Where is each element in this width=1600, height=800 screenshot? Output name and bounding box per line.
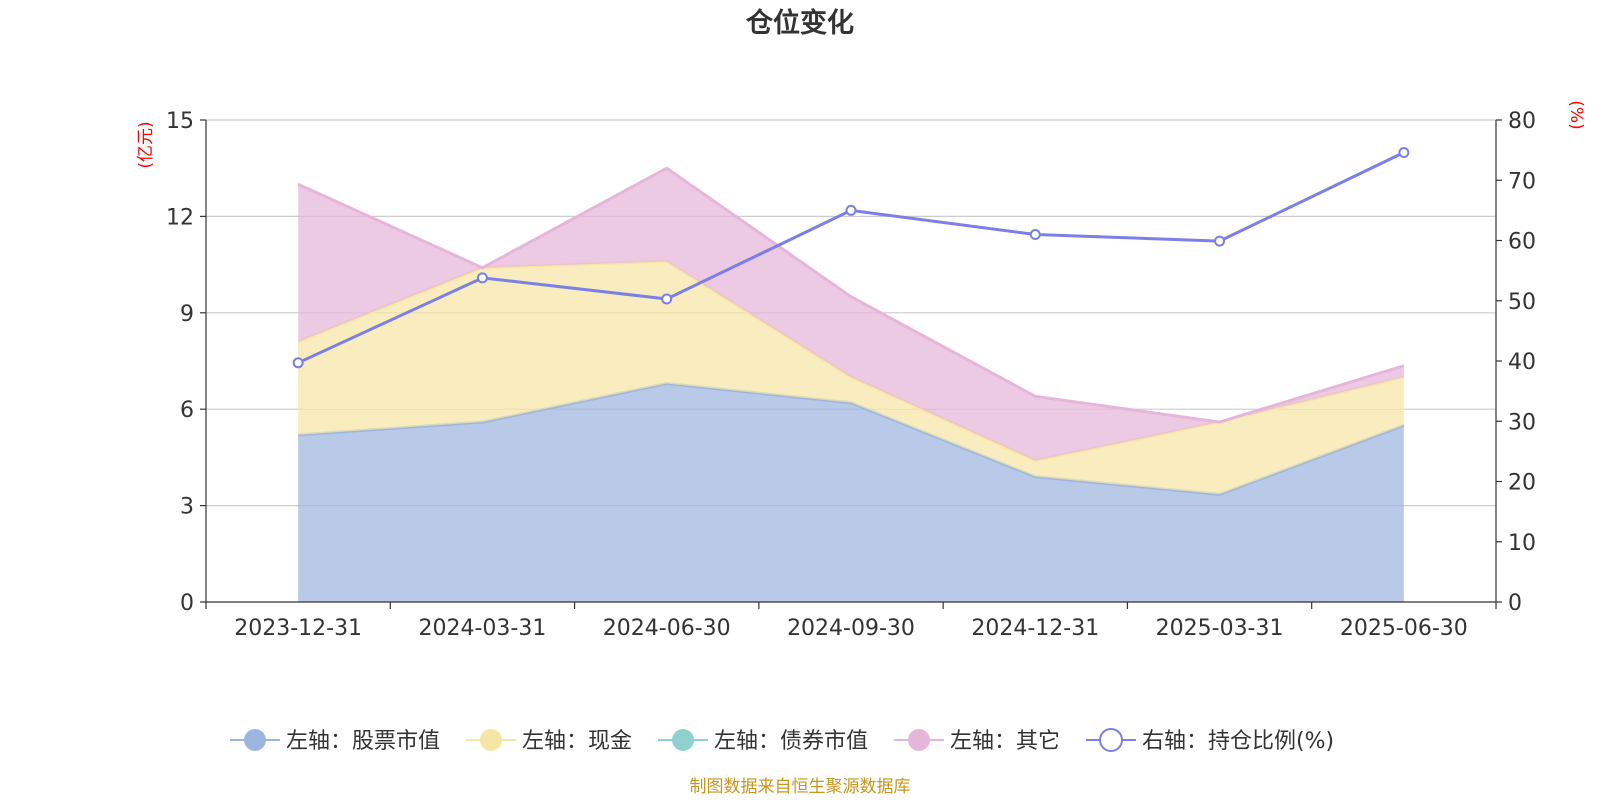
right-axis-tick-label: 20 bbox=[1508, 471, 1536, 496]
legend-marker bbox=[1099, 728, 1123, 752]
x-axis-tick-label: 2024-12-31 bbox=[971, 616, 1099, 641]
legend-label: 右轴：持仓比例(%) bbox=[1142, 729, 1334, 754]
left-axis-tick-label: 12 bbox=[166, 205, 194, 230]
axes bbox=[200, 119, 1502, 609]
right-axis-tick-label: 60 bbox=[1508, 230, 1536, 255]
legend-item[interactable]: 左轴：现金 bbox=[466, 729, 632, 754]
right-axis-tick-label: 50 bbox=[1508, 290, 1536, 315]
x-axis-tick-label: 2023-12-31 bbox=[234, 616, 362, 641]
x-axis-tick-label: 2025-03-31 bbox=[1156, 616, 1284, 641]
legend-label: 左轴：现金 bbox=[522, 729, 632, 754]
left-axis-tick-label: 6 bbox=[180, 398, 194, 423]
left-axis-tick-label: 15 bbox=[166, 109, 194, 134]
x-axis-tick-label: 2024-03-31 bbox=[418, 616, 546, 641]
ratio-point[interactable] bbox=[845, 204, 857, 216]
right-axis-tick-label: 0 bbox=[1508, 591, 1522, 616]
x-axis-tick-label: 2025-06-30 bbox=[1340, 616, 1468, 641]
legend-item[interactable]: 左轴：债券市值 bbox=[658, 729, 868, 754]
left-axis-unit: (亿元) bbox=[136, 121, 156, 168]
legend-item[interactable]: 右轴：持仓比例(%) bbox=[1086, 728, 1334, 754]
area-series bbox=[297, 166, 1405, 602]
legend-item[interactable]: 左轴：股票市值 bbox=[230, 729, 440, 754]
legend-marker bbox=[672, 729, 694, 751]
area-左轴：股票市值 bbox=[298, 383, 1404, 602]
ratio-point[interactable] bbox=[292, 357, 304, 369]
tick-labels: 0 3 6 9 12 15 0 10 20 30 40 50 60 70 80 2023-12-31 2024-… bbox=[166, 109, 1536, 641]
right-axis-tick-label: 70 bbox=[1508, 169, 1536, 194]
ratio-point[interactable] bbox=[1029, 228, 1041, 240]
legend-marker bbox=[244, 729, 266, 751]
left-axis-tick-label: 3 bbox=[180, 495, 194, 520]
right-axis-tick-label: 10 bbox=[1508, 531, 1536, 556]
x-axis-tick-label: 2024-09-30 bbox=[787, 616, 915, 641]
ratio-point[interactable] bbox=[1214, 235, 1226, 247]
data-source-note: 制图数据来自恒生聚源数据库 bbox=[690, 777, 911, 797]
legend-label: 左轴：其它 bbox=[950, 729, 1060, 754]
right-axis-tick-label: 80 bbox=[1508, 109, 1536, 134]
ratio-line-series bbox=[292, 147, 1410, 369]
legend-marker bbox=[480, 729, 502, 751]
x-axis-tick-label: 2024-06-30 bbox=[603, 616, 731, 641]
right-axis-tick-label: 40 bbox=[1508, 350, 1536, 375]
ratio-point[interactable] bbox=[1398, 147, 1410, 159]
legend-marker bbox=[908, 729, 930, 751]
right-axis-unit: (%) bbox=[1566, 100, 1586, 129]
area-edge-左轴：其它 bbox=[297, 166, 1405, 424]
area-左轴：其它 bbox=[298, 168, 1404, 461]
legend-item[interactable]: 左轴：其它 bbox=[894, 729, 1060, 754]
left-axis-tick-label: 9 bbox=[180, 302, 194, 327]
chart-title: 仓位变化 bbox=[745, 7, 854, 39]
legend-label: 左轴：股票市值 bbox=[286, 729, 440, 754]
legend[interactable]: 左轴：股票市值 左轴：现金 左轴：债券市值 左轴：其它 右轴：持仓比例(%) bbox=[230, 728, 1334, 754]
ratio-point[interactable] bbox=[661, 293, 673, 305]
right-axis-tick-label: 30 bbox=[1508, 410, 1536, 435]
ratio-point[interactable] bbox=[476, 272, 488, 284]
left-axis-tick-label: 0 bbox=[180, 591, 194, 616]
legend-label: 左轴：债券市值 bbox=[714, 729, 868, 754]
